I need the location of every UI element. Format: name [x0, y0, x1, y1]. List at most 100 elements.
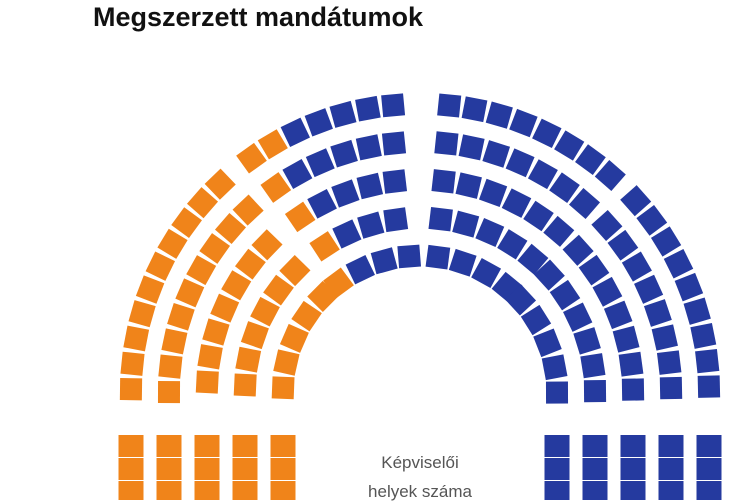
seat [437, 93, 462, 118]
seat [194, 435, 220, 457]
seat [563, 302, 593, 332]
seat [523, 200, 554, 232]
seat [195, 370, 219, 394]
seat [118, 458, 144, 480]
seat [280, 117, 310, 147]
seat [345, 255, 375, 285]
seat [651, 324, 678, 351]
center-label-line-2: helyek száma [368, 482, 472, 501]
seat [650, 226, 682, 257]
seat [331, 179, 360, 208]
seat [501, 188, 532, 218]
seat [279, 323, 309, 353]
seat [471, 258, 502, 288]
seat [455, 172, 482, 199]
seat [562, 234, 594, 266]
seat [607, 229, 639, 261]
seat [533, 328, 562, 358]
seat [583, 379, 607, 403]
seat [643, 299, 672, 327]
seat [634, 274, 664, 304]
seat [475, 218, 505, 247]
seat [307, 188, 337, 219]
seat [332, 219, 362, 249]
seat [636, 205, 668, 236]
seat [431, 169, 456, 194]
seat [554, 130, 585, 161]
seat [270, 458, 296, 480]
seat [527, 159, 558, 190]
seat [397, 244, 422, 269]
seat [612, 325, 640, 353]
seat [167, 302, 195, 331]
seat [549, 279, 581, 311]
seat [199, 233, 231, 264]
seat [545, 381, 569, 404]
seat [135, 275, 165, 304]
seat [620, 481, 646, 500]
seat [620, 435, 646, 457]
seat [270, 435, 296, 457]
seat [156, 458, 182, 480]
chart-title: Megszerzett mandátumok [93, 2, 424, 32]
seat [194, 481, 220, 500]
seat [157, 228, 188, 259]
seat [448, 248, 477, 277]
seat [696, 435, 722, 457]
seat [381, 93, 406, 118]
seat [621, 251, 652, 282]
seat [695, 348, 720, 374]
seat [232, 481, 258, 500]
seat [573, 327, 601, 355]
seat [575, 144, 606, 175]
seat [658, 435, 684, 457]
seat [505, 148, 535, 178]
seat [549, 172, 580, 204]
seat [696, 458, 722, 480]
center-label-line-1: Képviselői [381, 453, 459, 472]
seat [204, 168, 236, 200]
seat [582, 458, 608, 480]
seat [582, 435, 608, 457]
seat [434, 131, 459, 156]
seat [683, 297, 711, 325]
seat [533, 259, 565, 291]
seat [620, 458, 646, 480]
seat [221, 270, 252, 301]
seat [305, 148, 335, 178]
seat [145, 251, 176, 281]
seat [118, 481, 144, 500]
seat [621, 378, 645, 401]
seat [504, 284, 537, 316]
seat [355, 95, 381, 122]
seat [161, 328, 188, 355]
seat [452, 210, 480, 238]
seat [291, 300, 322, 332]
seat [591, 209, 623, 242]
seat [194, 458, 220, 480]
seat [157, 381, 181, 404]
seat [659, 376, 683, 400]
seat [382, 169, 408, 194]
seat [273, 349, 300, 376]
seat [428, 206, 453, 232]
seat [696, 481, 722, 500]
seat [594, 159, 626, 192]
seat [532, 118, 562, 149]
seat [260, 172, 292, 203]
seat [263, 274, 294, 306]
seat [119, 378, 143, 401]
seat [509, 108, 538, 138]
seat [478, 178, 508, 208]
seat [309, 231, 340, 262]
seat [186, 255, 217, 286]
seat [279, 255, 311, 287]
seat [234, 248, 266, 280]
seat [120, 351, 145, 376]
seat [235, 346, 262, 373]
seat [663, 249, 694, 279]
seat [485, 101, 513, 129]
seat [578, 254, 610, 286]
seat [383, 207, 409, 233]
